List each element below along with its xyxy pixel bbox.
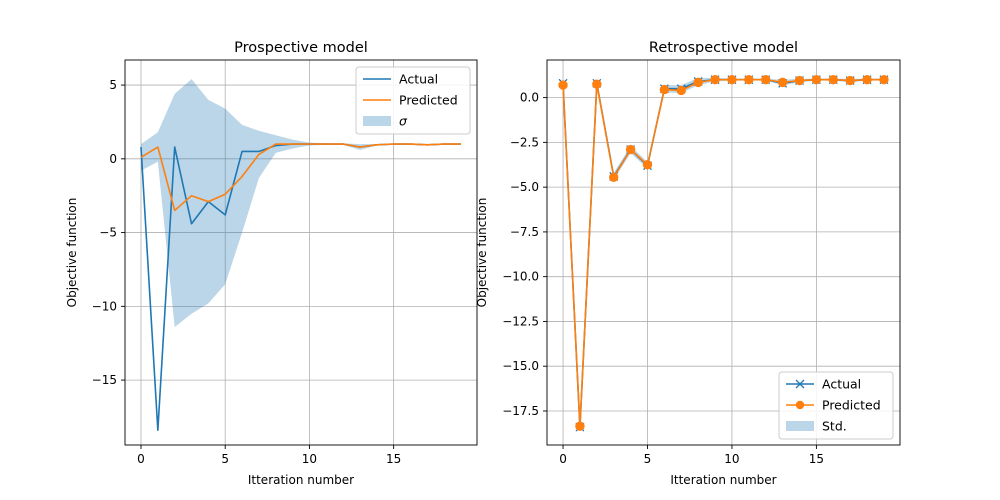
legend-label-predicted: Predicted: [399, 93, 458, 108]
data-point-predicted: [727, 74, 737, 85]
legend: Actual Predicted σ: [355, 66, 471, 135]
data-point-predicted: [761, 74, 771, 85]
data-point-predicted: [592, 79, 602, 89]
y-tick-label: 0.0: [520, 91, 539, 105]
chart-title: Retrospective model: [649, 40, 798, 56]
data-point-predicted: [693, 77, 703, 88]
prospective-chart: 0 5 10 15 5 0 −5 −10 −15 Prospective model Itterat…: [65, 40, 478, 487]
y-tick-label: 0: [109, 152, 117, 166]
y-tick-label: −15.0: [502, 359, 539, 373]
x-tick-label: 5: [221, 452, 229, 466]
data-point-predicted: [625, 144, 636, 155]
x-tick-label: 15: [386, 452, 401, 466]
data-point-predicted: [811, 74, 822, 85]
x-tick-label: 10: [724, 452, 739, 466]
legend-box: [355, 66, 471, 135]
data-point-predicted: [659, 84, 670, 95]
legend-marker-x: [795, 379, 805, 389]
legend-label-band: Std.: [822, 419, 847, 434]
data-point-predicted: [575, 421, 585, 431]
y-tick-label: −5: [99, 226, 117, 240]
x-tick-label: 5: [644, 452, 652, 466]
x-axis-label: Itteration number: [248, 473, 354, 487]
data-point-predicted: [710, 74, 720, 85]
legend-box: [778, 371, 894, 440]
y-tick-label: −2.5: [510, 135, 539, 149]
data-point-predicted: [862, 74, 872, 85]
legend-swatch-band: [786, 421, 814, 431]
legend-label-predicted: Predicted: [822, 398, 881, 413]
y-tick-label: −15: [92, 373, 117, 387]
x-tick-label: 10: [302, 452, 317, 466]
retrospective-chart: 0 5 10 15 0.0 −2.5 −5.0 −7.5 −10.0 −12.5 −15.0 −17.…: [475, 40, 901, 487]
confidence-band: [141, 79, 461, 327]
data-point-predicted: [642, 160, 653, 170]
legend-label-actual: Actual: [399, 72, 438, 87]
data-point-predicted: [828, 74, 838, 85]
x-tick-label: 0: [137, 452, 145, 466]
y-tick-label: −7.5: [510, 225, 539, 239]
data-point-predicted: [558, 80, 568, 90]
plot-frame: [546, 59, 901, 446]
y-tick-label: −17.5: [502, 404, 539, 418]
data-point-predicted: [744, 74, 754, 85]
y-tick-label: −12.5: [502, 314, 539, 328]
y-axis-label: Objective function: [65, 198, 79, 308]
data-point-predicted: [676, 85, 686, 96]
series-line-predicted: [140, 143, 461, 212]
y-tick-label: −10.0: [502, 270, 539, 284]
chart-title: Prospective model: [234, 40, 368, 56]
data-point-predicted: [794, 75, 805, 86]
legend-marker-o: [795, 400, 805, 410]
legend-label-band: σ: [399, 114, 408, 129]
data-point-predicted: [845, 75, 855, 86]
y-tick-label: −10: [92, 299, 117, 313]
data-point-predicted: [609, 172, 619, 182]
legend-swatch-band: [363, 116, 391, 126]
legend: Actual Predicted Std.: [778, 371, 894, 440]
data-point-predicted: [777, 77, 788, 88]
y-tick-label: 5: [109, 78, 117, 92]
plot-frame: [124, 59, 478, 446]
data-point-predicted: [879, 74, 889, 85]
y-tick-label: −5.0: [510, 180, 539, 194]
x-tick-label: 15: [809, 452, 824, 466]
legend-label-actual: Actual: [822, 377, 861, 392]
x-tick-label: 0: [559, 452, 567, 466]
x-axis-label: Itteration number: [670, 473, 776, 487]
y-axis-label: Objective function: [475, 198, 489, 308]
